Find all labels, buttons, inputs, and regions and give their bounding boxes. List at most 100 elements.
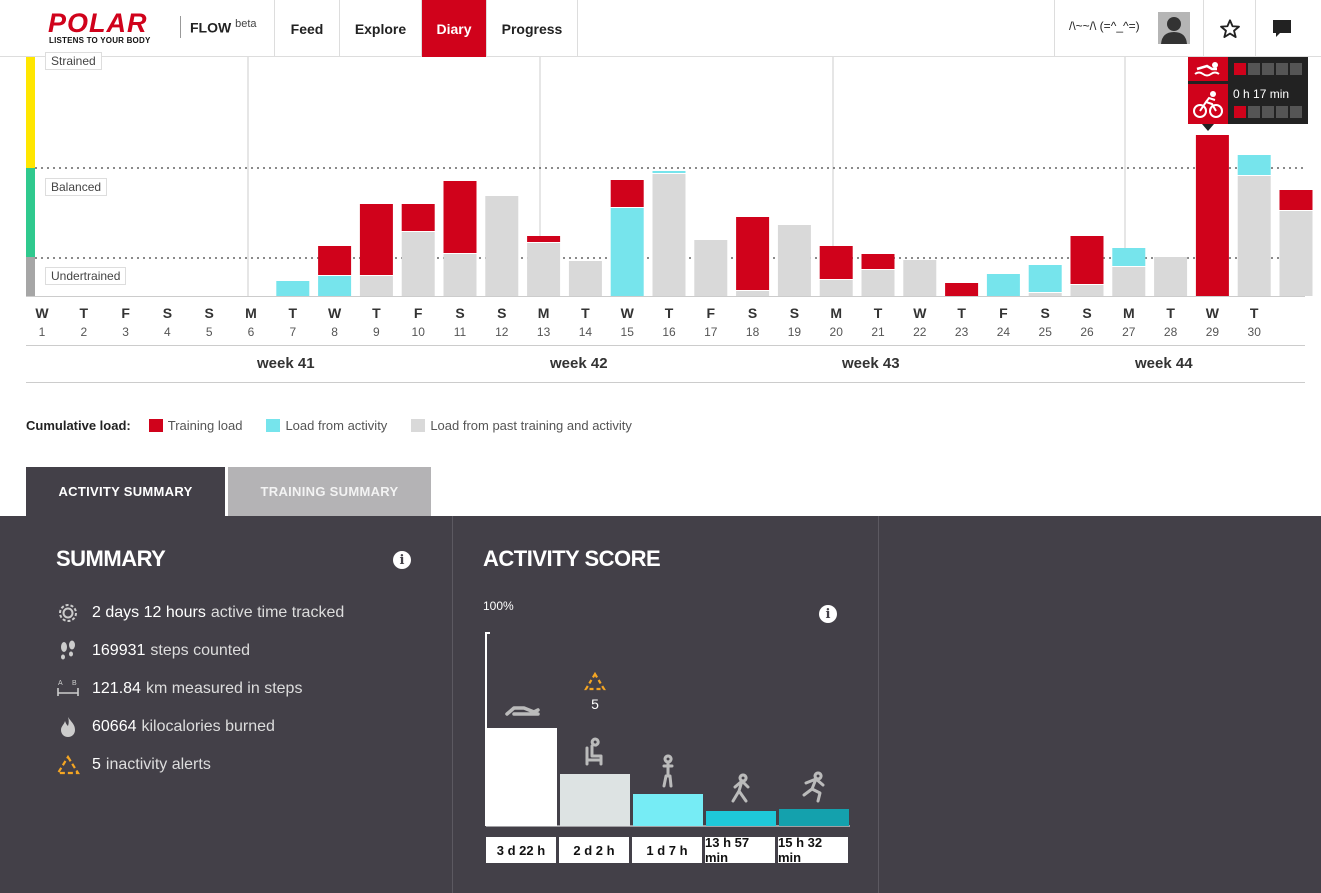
weekday-letter: S: [1041, 305, 1050, 321]
score-label-medium: 13 h 57 min: [705, 835, 775, 865]
legend-title: Cumulative load:: [26, 417, 131, 433]
weekday-letter: F: [121, 305, 130, 321]
day-number: 7: [289, 325, 296, 339]
bar-segment: [610, 180, 644, 207]
week-label[interactable]: week 44: [1135, 355, 1193, 372]
weekday-letter: M: [538, 305, 550, 321]
weekday-letter: S: [205, 305, 214, 321]
weekday-letter: S: [1082, 305, 1091, 321]
bar-segment: [986, 274, 1020, 296]
bar-separator: [1112, 266, 1146, 267]
bar-segment: [359, 276, 393, 296]
week-label[interactable]: week 41: [257, 355, 315, 372]
inactivity-alert-count: 5: [591, 696, 599, 712]
bar-segment: [819, 280, 853, 296]
tooltip-swim-row: [1188, 57, 1308, 90]
bar-segment: [1112, 267, 1146, 296]
main-nav: Feed Explore Diary Progress: [274, 0, 578, 57]
tooltip-pointer: [1202, 124, 1214, 131]
bar-segment: [903, 260, 937, 296]
bar-separator: [527, 242, 561, 243]
weekday-letter: T: [80, 305, 89, 321]
nav-explore[interactable]: Explore: [339, 0, 421, 57]
bar-segment: [861, 254, 895, 269]
activity-score-info-icon[interactable]: i: [819, 605, 837, 623]
bar-separator: [1028, 292, 1062, 293]
bar-segment: [819, 246, 853, 279]
day-number: 14: [579, 325, 593, 339]
bar-segment: [1237, 176, 1271, 296]
polar-logo[interactable]: POLAR LISTENS TO YOUR BODY: [48, 10, 172, 46]
favorites-button[interactable]: [1203, 0, 1255, 57]
tab-training-summary[interactable]: TRAINING SUMMARY: [228, 467, 431, 516]
chart-legend: Cumulative load: Training load Load from…: [26, 417, 656, 433]
bar-segment: [694, 240, 728, 296]
day-number: 12: [495, 325, 509, 339]
stat-steps: 169931 steps counted: [56, 640, 250, 662]
day-number: 1: [39, 325, 46, 339]
legend-item-activity-load: Load from activity: [266, 418, 387, 433]
day-number: 8: [331, 325, 338, 339]
user-menu[interactable]: /\~~/\ (=^_^=): [1054, 0, 1203, 57]
day-number: 27: [1122, 325, 1136, 339]
summary-info-icon[interactable]: i: [393, 551, 411, 569]
bar-segment: [318, 276, 352, 296]
bar-segment: [610, 208, 644, 296]
weekday-letter: T: [372, 305, 381, 321]
running-icon: [802, 771, 825, 803]
nav-progress[interactable]: Progress: [486, 0, 578, 57]
bar-segment: [568, 261, 602, 296]
score-bar-sitting: [560, 774, 630, 826]
bar-separator: [736, 290, 770, 291]
stat-active-time: 2 days 12 hours active time tracked: [56, 602, 344, 624]
weekday-letter: T: [581, 305, 590, 321]
bar-segment: [861, 270, 895, 296]
tab-activity-summary[interactable]: ACTIVITY SUMMARY: [26, 467, 225, 516]
tooltip-cycle-row: 0 h 17 min: [1188, 84, 1308, 124]
bar-segment: [527, 236, 561, 242]
chat-icon: [1272, 19, 1291, 37]
legend-item-past-load: Load from past training and activity: [411, 418, 632, 433]
load-bar-chart: W 1 T 2 F 3 S 4 S 5 M 6 T 7 W 8 T 9 F 10 S 11 S 12 M 13 T 14 W 15 T 16 F…: [26, 57, 1313, 383]
score-bar-high: [779, 809, 849, 826]
walking-icon: [662, 754, 674, 788]
avatar: [1158, 12, 1190, 44]
weekday-letter: S: [163, 305, 172, 321]
nav-feed[interactable]: Feed: [274, 0, 339, 57]
top-navigation-bar: POLAR LISTENS TO YOUR BODY FLOW beta Fee…: [0, 0, 1321, 57]
bar-segment: [401, 204, 435, 231]
tooltip-swim-level: [1234, 63, 1302, 75]
summary-panel: SUMMARY i 2 days 12 hours active time tra…: [0, 516, 1321, 893]
bar-segment: [1279, 190, 1313, 210]
week-label[interactable]: week 42: [550, 355, 608, 372]
nav-diary[interactable]: Diary: [421, 0, 486, 57]
bar-segment: [401, 232, 435, 296]
weekday-letter: S: [748, 305, 757, 321]
app-name: FLOW beta: [190, 18, 257, 36]
day-number: 9: [373, 325, 380, 339]
weekday-letter: T: [1250, 305, 1259, 321]
bar-separator: [861, 269, 895, 270]
bar-segment: [652, 174, 686, 296]
day-number: 29: [1206, 325, 1220, 339]
day-number: 25: [1039, 325, 1053, 339]
stat-calories: 60664 kilocalories burned: [56, 716, 275, 738]
weekday-letter: M: [830, 305, 842, 321]
bar-separator: [401, 231, 435, 232]
stat-inactivity: 5 inactivity alerts: [56, 754, 211, 776]
weekday-letter: W: [913, 305, 927, 321]
bar-segment: [1237, 155, 1271, 175]
day-tooltip: 0 h 17 min: [1188, 57, 1308, 124]
bar-segment: [1070, 285, 1104, 296]
week-label[interactable]: week 43: [842, 355, 900, 372]
tooltip-cycle-level: [1234, 106, 1302, 118]
messages-button[interactable]: [1255, 0, 1307, 57]
weekday-letter: M: [245, 305, 257, 321]
bar-separator: [1237, 175, 1271, 176]
zone-strip-strained: [26, 57, 35, 168]
bar-separator: [443, 253, 477, 254]
svg-text:B: B: [72, 680, 77, 687]
bar-segment: [1028, 265, 1062, 292]
bar-segment: [359, 204, 393, 275]
day-number: 28: [1164, 325, 1178, 339]
